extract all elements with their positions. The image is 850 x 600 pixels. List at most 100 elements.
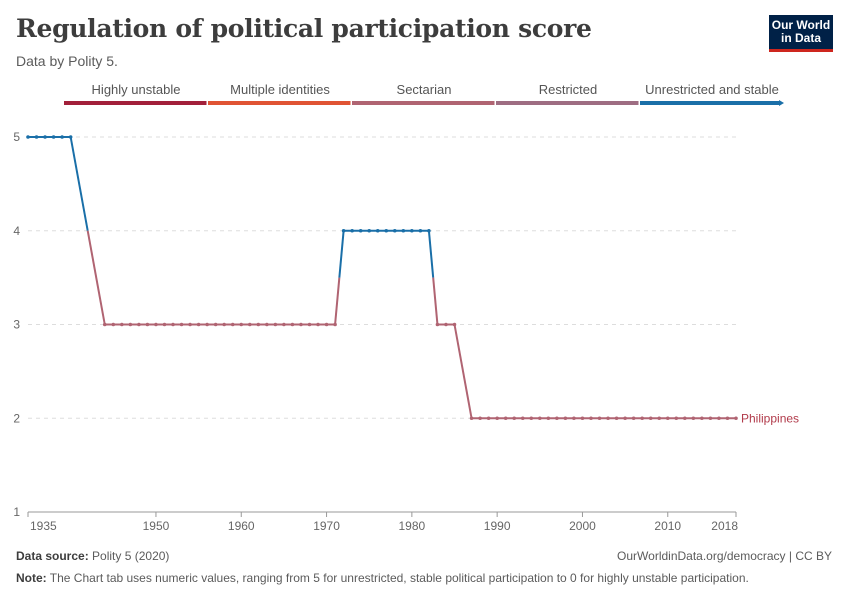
series-segment [432,277,439,325]
data-point-2017 [725,416,730,421]
x-tick-label-2000: 2000 [569,519,596,533]
series-segment [334,277,341,325]
data-point-2001 [589,416,593,421]
data-point-1956 [205,322,209,327]
data-point-1972 [341,228,346,233]
data-point-1977 [384,228,389,233]
license-link[interactable]: OurWorldinData.org/democracy | CC BY [617,549,832,563]
data-point-1976 [375,228,380,233]
data-point-2013 [691,416,696,421]
data-point-1999 [572,416,576,421]
x-tick-label-2010: 2010 [654,519,681,533]
legend-swatch-1 [208,101,351,105]
data-point-1951 [162,322,167,327]
data-point-1945 [111,322,116,327]
series-segment [69,136,89,231]
data-point-1944 [102,322,107,327]
data-point-2003 [606,416,610,421]
legend-label-0: Highly unstable [92,82,181,97]
source-link[interactable]: Polity 5 (2020) [92,549,170,563]
legend-swatch-0 [64,101,207,105]
x-tick-label-1990: 1990 [484,519,511,533]
series-label-0: Philippines [741,411,799,425]
y-tick-label-3: 3 [13,318,20,332]
legend-swatch-3 [496,101,639,105]
data-point-1948 [137,322,141,327]
data-point-2009 [657,416,662,421]
data-point-1963 [265,322,269,327]
data-point-1994 [529,416,534,421]
data-point-1953 [179,322,184,327]
legend-label-1: Multiple identities [230,82,330,97]
data-point-1958 [222,322,226,327]
data-point-2005 [623,416,627,421]
data-point-1979 [401,228,406,233]
data-point-1990 [495,416,499,421]
data-point-2012 [683,416,687,421]
x-tick-label-1980: 1980 [399,519,426,533]
legend-swatch-2 [352,101,495,105]
data-point-2006 [631,416,636,421]
data-point-1964 [273,322,278,327]
series-segment [427,230,435,278]
data-point-1940 [68,135,73,139]
data-point-1950 [154,322,158,327]
series-segment [338,230,345,278]
data-point-1954 [188,322,192,327]
data-point-1962 [256,322,261,327]
data-point-2018 [734,416,738,421]
data-point-1989 [486,416,491,421]
data-point-1961 [247,322,252,327]
legend-label-4: Unrestricted and stable [645,82,779,97]
data-point-2011 [674,416,679,421]
chart-subtitle: Data by Polity 5. [16,53,118,69]
data-point-1974 [358,228,363,233]
x-tick-label-2018: 2018 [711,519,738,533]
data-point-1946 [120,322,124,327]
chart-note: Note: The Chart tab uses numeric values,… [16,571,749,585]
data-point-1978 [392,228,397,233]
data-point-1966 [290,322,295,327]
owid-logo[interactable]: Our World in Data [769,15,833,52]
series: Philippines [26,135,799,425]
data-point-2014 [700,416,704,421]
data-point-1965 [282,322,286,327]
data-point-1968 [307,322,312,327]
note-label: Note: [16,571,47,585]
chart-title: Regulation of political participation sc… [16,14,592,43]
data-point-1947 [128,322,133,327]
data-point-1938 [51,135,56,139]
data-point-2004 [614,416,619,421]
data-point-1959 [230,322,235,327]
data-point-1957 [213,322,218,327]
x-tick-label-1960: 1960 [228,519,255,533]
data-point-2008 [648,416,653,421]
logo-line-2: in Data [780,31,821,45]
data-point-1949 [145,322,150,327]
legend-swatch-4 [640,101,779,105]
data-point-1998 [563,416,568,421]
data-point-1970 [324,322,329,327]
data-point-1996 [546,416,551,421]
data-point-1955 [196,322,201,327]
data-source: Data source: Polity 5 (2020) [16,549,169,563]
data-point-2016 [717,416,721,421]
data-point-1980 [410,228,414,233]
data-point-1992 [512,416,517,421]
legend: Highly unstable Multiple identities Sectar… [64,82,784,106]
series-segment [86,230,106,325]
data-point-1960 [239,322,244,327]
y-tick-label-4: 4 [13,224,20,238]
data-point-1952 [171,322,175,327]
data-point-1967 [299,322,303,327]
legend-label-2: Sectarian [397,82,452,97]
data-point-2010 [665,416,670,421]
x-tick-label-1950: 1950 [143,519,170,533]
data-point-1993 [520,416,525,421]
data-point-1988 [478,416,482,421]
data-point-1995 [538,416,542,421]
data-point-1987 [469,416,474,421]
data-point-1939 [60,135,64,139]
x-tick-label-1935: 1935 [30,519,57,533]
